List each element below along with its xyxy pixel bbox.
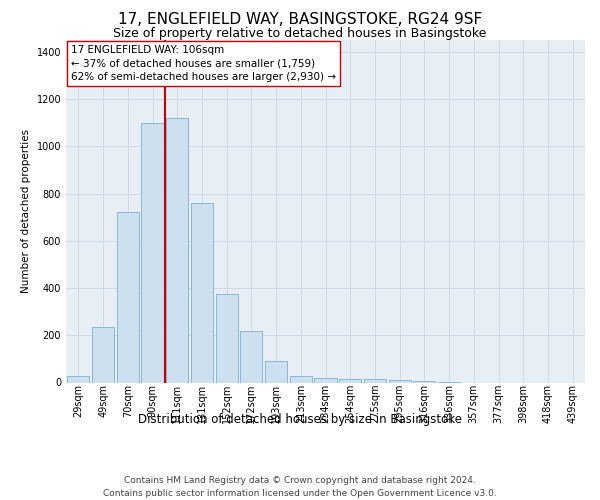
Bar [364, 380, 386, 382]
Bar [389, 380, 411, 382]
Bar [191, 203, 213, 382]
Bar [240, 330, 262, 382]
Text: Size of property relative to detached houses in Basingstoke: Size of property relative to detached ho… [113, 28, 487, 40]
Y-axis label: Number of detached properties: Number of detached properties [21, 129, 31, 294]
Bar [314, 378, 337, 382]
Bar [265, 361, 287, 382]
Bar [67, 376, 89, 382]
Bar [339, 379, 361, 382]
Bar [166, 118, 188, 382]
Text: 17, ENGLEFIELD WAY, BASINGSTOKE, RG24 9SF: 17, ENGLEFIELD WAY, BASINGSTOKE, RG24 9S… [118, 12, 482, 28]
Bar [116, 212, 139, 382]
Bar [215, 294, 238, 382]
Bar [92, 327, 114, 382]
Text: Contains HM Land Registry data © Crown copyright and database right 2024.
Contai: Contains HM Land Registry data © Crown c… [103, 476, 497, 498]
Bar [290, 376, 312, 382]
Text: Distribution of detached houses by size in Basingstoke: Distribution of detached houses by size … [138, 412, 462, 426]
Text: 17 ENGLEFIELD WAY: 106sqm
← 37% of detached houses are smaller (1,759)
62% of se: 17 ENGLEFIELD WAY: 106sqm ← 37% of detac… [71, 45, 336, 82]
Bar [142, 122, 164, 382]
